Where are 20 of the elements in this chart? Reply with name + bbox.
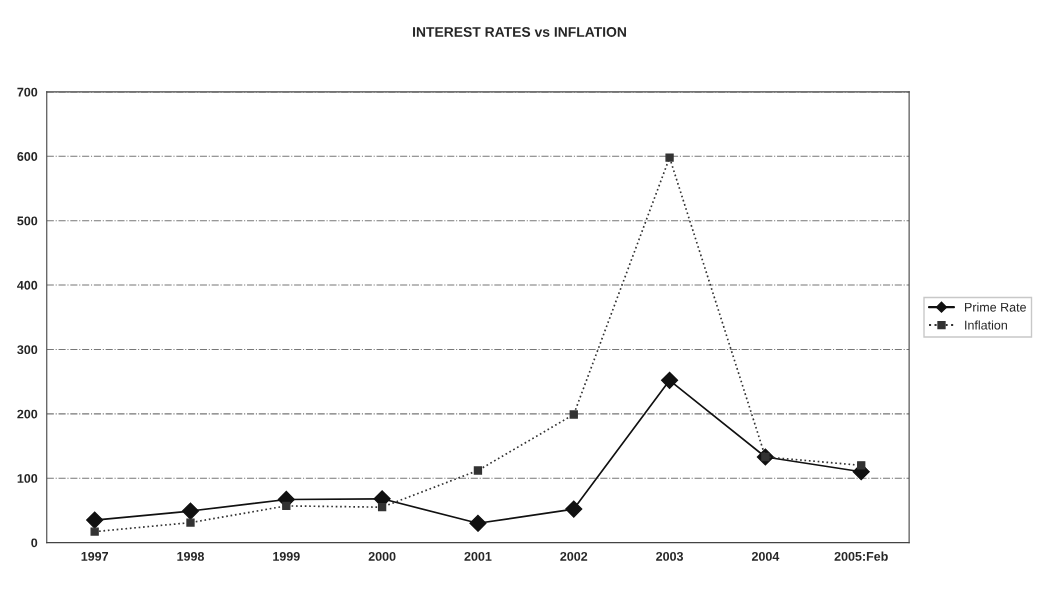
y-tick-label: 0: [31, 538, 38, 548]
x-tick-label: 2002: [560, 551, 588, 561]
x-tick-label: 2000: [368, 551, 396, 561]
x-tick-label: 2004: [751, 551, 780, 561]
legend-label: Prime Rate: [965, 302, 1026, 312]
x-tick-label: 2003: [656, 551, 684, 561]
x-tick-label: 1997: [81, 551, 109, 561]
legend-label: Inflation: [965, 320, 1007, 330]
y-tick-label: 600: [17, 152, 38, 161]
y-tick-label: 300: [17, 345, 38, 355]
chart-title: INTEREST RATES vs INFLATION: [413, 27, 626, 37]
y-tick-label: 400: [17, 280, 38, 290]
y-tick-label: 500: [17, 216, 38, 226]
y-tick-label: 100: [17, 474, 38, 483]
x-tick-label: 1998: [177, 551, 205, 561]
y-tick-label: 200: [17, 409, 38, 419]
y-tick-label: 700: [17, 87, 38, 97]
x-tick-label: 2005:Feb: [834, 551, 888, 561]
x-tick-label: 2001: [464, 551, 492, 561]
x-tick-label: 1999: [273, 551, 300, 561]
